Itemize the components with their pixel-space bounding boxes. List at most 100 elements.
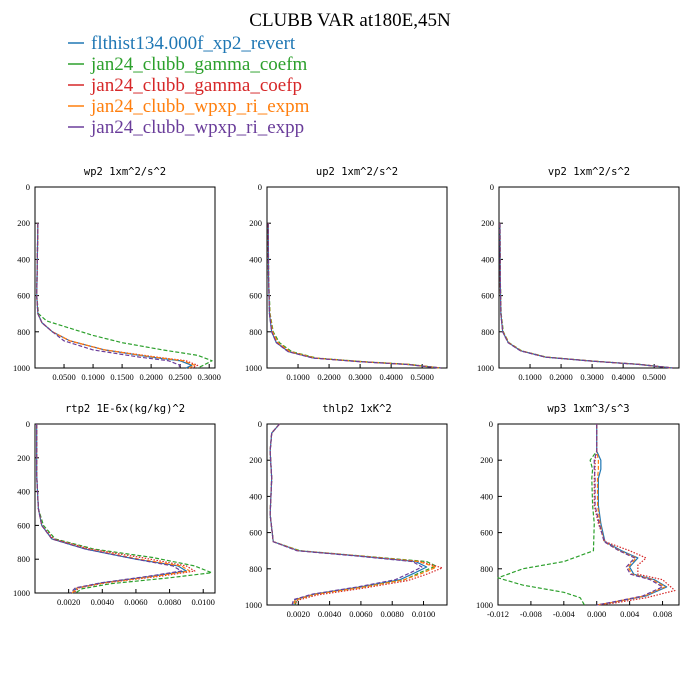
ytick-label-2-4: 800 [481,327,494,337]
series-line-0-3 [36,223,196,369]
ytick-label-4-1: 200 [249,455,262,465]
ytick-label-5-4: 800 [480,564,493,574]
panel-4: thlp2 1xK^2 0 200 400 600 800 1000 0.0020 0.0040… [245,403,448,619]
series-line-2-2 [499,223,673,369]
ytick-label-4-2: 400 [249,491,262,501]
ytick-label-2-3: 600 [481,291,494,301]
series-line-5-3 [596,424,666,606]
ytick-label-5-5: 1000 [476,600,493,610]
ytick-label-0-0: 0 [26,182,30,192]
ytick-label-4-4: 800 [249,564,262,574]
xtick-label-0-2: 0.1500 [110,372,133,382]
series-line-2-0 [499,223,673,369]
ytick-label-3-4: 800 [17,554,30,564]
panel-2: vp2 1xm^2/s^2 0 200 400 600 800 1000 0.1000 0.20… [477,166,680,382]
xtick-label-0-3: 0.2000 [139,372,162,382]
series-line-0-1 [36,223,213,369]
ytick-label-5-1: 200 [480,455,493,465]
xtick-label-5-5: 0.008 [653,609,672,619]
ytick-label-3-2: 400 [17,487,30,497]
xtick-label-0-4: 0.2500 [168,372,191,382]
series-line-5-4 [593,424,664,606]
panel-frame-4 [266,423,448,606]
ytick-label-0-3: 600 [17,291,30,301]
series-line-5-2 [593,424,676,606]
xtick-label-0-0: 0.0500 [52,372,75,382]
series-line-1-0 [267,223,441,369]
ytick-label-1-0: 0 [258,182,262,192]
panel-3: rtp2 1E-6x(kg/kg)^2 0 200 400 600 800 1000 0.00… [13,403,216,607]
series-line-4-4 [269,423,423,606]
xtick-label-1-3: 0.4000 [379,372,402,382]
panel-title-4: thlp2 1xK^2 [322,403,392,415]
ytick-label-2-0: 0 [490,182,494,192]
xtick-label-5-4: 0.004 [620,609,640,619]
series-line-4-1 [269,423,437,606]
xtick-label-3-2: 0.0060 [124,597,147,607]
figure-title: CLUBB VAR at180E,45N [249,10,451,31]
xtick-label-3-4: 0.0100 [192,597,215,607]
ytick-label-0-2: 400 [17,254,30,264]
panel-frame-2 [498,186,680,369]
series-line-4-2 [269,423,443,606]
ytick-label-4-3: 600 [249,528,262,538]
ytick-label-5-2: 400 [480,491,493,501]
series-line-2-4 [499,223,673,369]
series-line-0-0 [36,223,193,369]
series-line-4-0 [269,423,428,606]
legend-label-2: jan24_clubb_gamma_coefp [90,75,302,96]
xtick-label-3-3: 0.0080 [158,597,181,607]
series-line-0-2 [36,223,199,369]
series-line-2-3 [499,223,673,369]
xtick-label-5-1: -0.008 [520,609,542,619]
ytick-label-1-3: 600 [249,291,262,301]
series-line-5-0 [596,424,668,606]
series-line-1-4 [267,223,441,369]
xtick-label-3-1: 0.0040 [91,597,114,607]
xtick-label-4-1: 0.0040 [318,609,341,619]
legend-label-4: jan24_clubb_wpxp_ri_expp [90,117,304,138]
xtick-label-1-1: 0.2000 [317,372,340,382]
xtick-label-4-4: 0.0100 [412,609,435,619]
panel-frame-0 [34,186,216,369]
xtick-label-2-2: 0.3000 [580,372,603,382]
ytick-label-0-5: 1000 [13,363,30,373]
xtick-label-0-5: 0.3000 [198,372,221,382]
series-line-1-3 [267,223,441,369]
ytick-label-2-5: 1000 [477,363,494,373]
series-line-3-3 [36,424,191,594]
series-line-1-1 [267,223,441,369]
ytick-label-3-1: 200 [17,453,30,463]
ytick-label-3-0: 0 [26,419,30,429]
ytick-label-0-1: 200 [17,218,30,228]
ytick-label-4-0: 0 [258,419,262,429]
panel-0: wp2 1xm^2/s^2 0 200 400 600 800 1000 0.0500 0.10… [13,166,221,382]
xtick-label-4-3: 0.0080 [381,609,404,619]
xtick-label-1-0: 0.1000 [286,372,309,382]
panel-title-3: rtp2 1E-6x(kg/kg)^2 [65,403,185,415]
xtick-label-1-4: 0.5000 [410,372,433,382]
series-line-3-1 [36,424,213,594]
series-line-4-3 [269,423,437,606]
ytick-label-1-4: 800 [249,327,262,337]
xtick-label-1-2: 0.3000 [348,372,371,382]
panel-1: up2 1xm^2/s^2 0 200 400 600 800 1000 0.1000 0.20… [245,166,448,382]
series-line-3-4 [36,424,182,594]
xtick-label-2-4: 0.5000 [642,372,665,382]
xtick-label-0-1: 0.1000 [81,372,104,382]
series-line-1-2 [267,223,441,369]
panels: wp2 1xm^2/s^2 0 200 400 600 800 1000 0.0500 0.10… [13,166,680,619]
panel-title-5: wp3 1xm^3/s^3 [547,403,629,415]
panel-frame-5 [497,423,680,606]
xtick-label-5-3: 0.000 [587,609,606,619]
panel-frame-3 [34,423,216,594]
xtick-label-2-1: 0.2000 [549,372,572,382]
series-line-3-2 [36,424,196,594]
xtick-label-2-3: 0.4000 [611,372,634,382]
legend: flthist134.000f_xp2_revertjan24_clubb_ga… [68,33,310,138]
legend-label-1: jan24_clubb_gamma_coefm [90,54,308,75]
ytick-label-2-2: 400 [481,254,494,264]
ytick-label-3-5: 1000 [13,588,30,598]
series-line-5-1 [497,424,598,606]
